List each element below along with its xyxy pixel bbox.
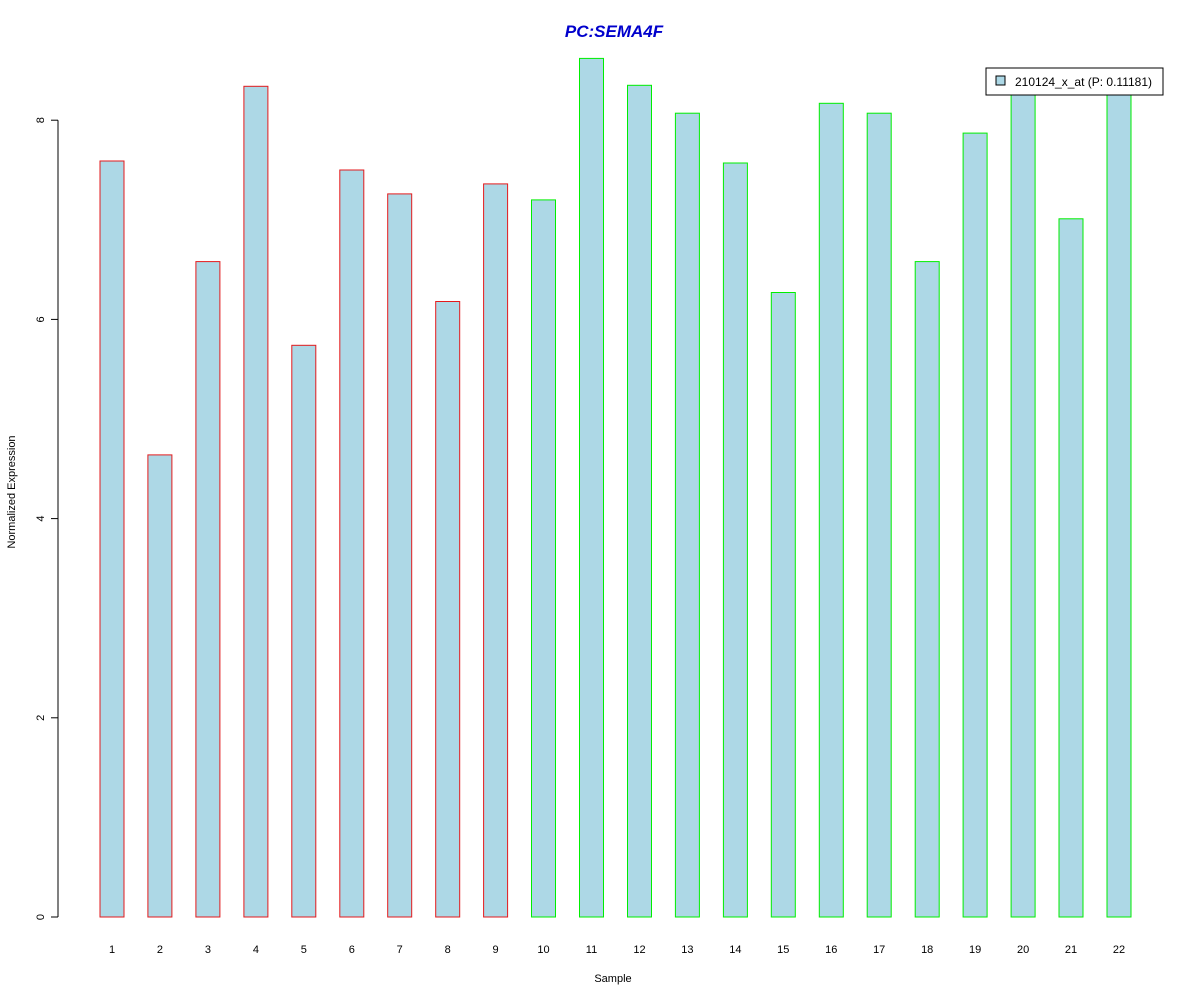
x-tick-label: 7 [397, 944, 403, 956]
bar [147, 454, 173, 918]
x-tick-label: 20 [1017, 944, 1029, 956]
y-tick-label: 0 [35, 914, 47, 920]
bar [435, 301, 461, 918]
x-tick-label: 22 [1113, 944, 1125, 956]
legend: 210124_x_at (P: 0.11181) [985, 67, 1164, 96]
x-tick-label: 15 [777, 944, 789, 956]
x-tick-label: 19 [969, 944, 981, 956]
legend-swatch [995, 75, 1006, 86]
bar [531, 199, 556, 918]
chart-title: PC:SEMA4F [565, 22, 664, 41]
x-tick-label: 10 [537, 944, 549, 956]
x-tick-label: 11 [586, 944, 597, 956]
bar [387, 193, 413, 918]
legend-label: 210124_x_at (P: 0.11181) [1015, 75, 1152, 89]
x-tick-label: 3 [205, 944, 211, 956]
y-axis: 0 2 4 6 8 [35, 117, 59, 920]
legend-box [985, 67, 1164, 96]
y-axis-label: Normalized Expression [6, 435, 18, 548]
bar [99, 160, 125, 918]
y-tick-label: 2 [35, 715, 47, 721]
x-tick-label: 5 [301, 944, 307, 956]
bars-group [99, 57, 1132, 918]
x-tick-label: 13 [681, 944, 693, 956]
x-tick-label: 14 [729, 944, 741, 956]
bar [243, 85, 269, 918]
bar [962, 132, 988, 918]
x-tick-label: 17 [873, 944, 885, 956]
x-tick-label: 6 [349, 944, 355, 956]
bar [866, 112, 892, 918]
bar [722, 162, 748, 918]
y-tick-label: 6 [35, 316, 47, 322]
x-tick-labels: 1 2 3 4 5 6 7 8 9 10 11 12 13 14 15 16 17 18 19 20 21 22 [109, 944, 1125, 956]
bar [579, 57, 604, 918]
bar [627, 84, 652, 918]
x-tick-label: 16 [825, 944, 837, 956]
bar [291, 344, 317, 918]
bar [674, 112, 700, 918]
x-tick-label: 2 [157, 944, 163, 956]
x-tick-label: 1 [109, 944, 115, 956]
x-tick-label: 21 [1065, 944, 1077, 956]
x-tick-label: 9 [493, 944, 499, 956]
x-axis-label: Sample [594, 973, 631, 985]
bar [770, 292, 796, 918]
y-tick-label: 8 [35, 117, 47, 123]
bar [339, 169, 365, 918]
bar [914, 261, 940, 918]
x-tick-label: 12 [633, 944, 645, 956]
bar [1010, 89, 1036, 918]
bar [483, 183, 509, 918]
y-tick-label: 4 [35, 516, 47, 522]
bar [818, 102, 844, 918]
bar [195, 261, 221, 918]
bar [1058, 218, 1084, 918]
x-tick-label: 8 [445, 944, 451, 956]
x-tick-label: 4 [253, 944, 259, 956]
x-tick-label: 18 [921, 944, 933, 956]
bar [1106, 88, 1132, 918]
